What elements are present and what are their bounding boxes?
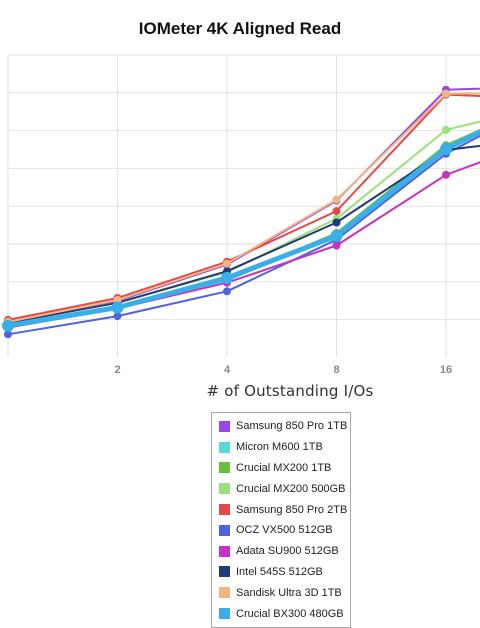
legend-label: OCZ VX500 512GB — [236, 524, 333, 537]
x-tick-label: 2 — [114, 364, 120, 376]
legend-item: Micron M600 1TB — [212, 437, 350, 458]
chart-title: IOMeter 4K Aligned Read — [138, 19, 342, 38]
x-axis-label: # of Outstanding I/Os — [206, 382, 374, 400]
data-point — [332, 195, 341, 204]
data-point — [440, 143, 452, 155]
series-samsung-850-pro-1tb — [4, 85, 480, 325]
series-ocz-vx500-512gb — [4, 134, 480, 339]
x-tick-labels: 2 4 8 16 — [114, 364, 452, 376]
x-tick-label: 16 — [440, 364, 452, 376]
x-tick-label: 4 — [224, 364, 231, 376]
series-crucial-mx200-500gb — [4, 120, 480, 327]
legend-swatch — [219, 566, 230, 578]
legend-swatch — [219, 524, 230, 536]
data-point — [332, 241, 341, 250]
data-point — [332, 207, 341, 216]
legend-label: Crucial BX300 480GB — [236, 607, 344, 620]
legend-swatch — [219, 420, 230, 432]
data-point — [113, 312, 122, 321]
legend-item: Sandisk Ultra 3D 1TB — [212, 582, 350, 603]
data-point — [223, 259, 231, 268]
legend-swatch — [219, 504, 230, 516]
series-intel-545s-512gb — [4, 144, 480, 327]
legend-swatch — [219, 545, 230, 557]
series-adata-su900-512gb — [4, 161, 480, 332]
data-point — [332, 218, 341, 227]
data-point — [330, 229, 343, 242]
legend-label: Sandisk Ultra 3D 1TB — [236, 586, 342, 599]
series-line — [7, 87, 480, 322]
legend-item: Intel 545S 512GB — [212, 562, 350, 583]
legend-item: Crucial MX200 500GB — [212, 478, 350, 499]
legend-item: Samsung 850 Pro 2TB — [212, 499, 350, 520]
legend-item: Crucial MX200 1TB — [212, 458, 350, 479]
legend-label: Micron M600 1TB — [236, 441, 323, 454]
legend-label: Samsung 850 Pro 2TB — [236, 503, 348, 516]
legend: Samsung 850 Pro 1TB Micron M600 1TB Crucia… — [211, 412, 351, 628]
x-tick-label: 8 — [333, 364, 339, 376]
series-samsung-850-pro-2tb — [4, 90, 480, 324]
series-crucial-mx200-1tb — [4, 128, 480, 329]
legend-swatch — [219, 608, 230, 620]
legend-swatch — [219, 441, 230, 453]
data-point — [4, 330, 12, 339]
series-line — [7, 144, 480, 324]
data-point — [442, 170, 450, 179]
legend-swatch — [219, 462, 230, 474]
series-line — [7, 120, 480, 324]
legend-item: Samsung 850 Pro 1TB — [212, 416, 350, 437]
legend-label: Adata SU900 512GB — [236, 545, 339, 558]
data-point — [111, 301, 124, 314]
data-point — [223, 287, 231, 296]
series-line — [7, 129, 480, 329]
data-point — [442, 89, 450, 98]
data-point — [442, 125, 450, 134]
series-line — [7, 134, 480, 336]
legend-item: Adata SU900 512GB — [212, 541, 350, 562]
legend-label: Crucial MX200 500GB — [236, 482, 346, 495]
grid-lines — [7, 54, 480, 357]
series-crucial-bx300-480gb — [2, 129, 480, 332]
legend-swatch — [219, 483, 230, 495]
series-lines — [2, 85, 480, 339]
series-line — [7, 161, 480, 329]
legend-item: Crucial BX300 480GB — [212, 603, 350, 624]
legend-label: Crucial MX200 1TB — [236, 461, 332, 474]
data-point — [2, 319, 14, 332]
legend-item: OCZ VX500 512GB — [212, 520, 350, 541]
legend-label: Intel 545S 512GB — [236, 565, 323, 578]
data-point — [221, 271, 233, 284]
series-line — [7, 92, 480, 323]
legend-label: Samsung 850 Pro 1TB — [236, 420, 348, 433]
series-line — [7, 93, 480, 321]
series-sandisk-ultra-3d-1tb — [4, 89, 480, 326]
legend-swatch — [219, 587, 230, 599]
